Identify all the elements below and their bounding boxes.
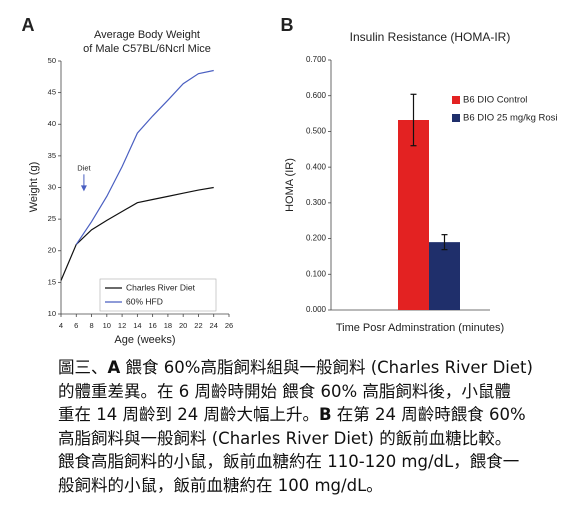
legend-label: B6 DIO Control [463,95,527,106]
x-tick-label: 26 [225,321,233,330]
y-tick-label: 0.100 [306,269,327,278]
series-line [75,69,214,245]
legend-label: B6 DIO 25 mg/kg Rosi [463,113,558,124]
y-tick-label: 30 [48,182,56,191]
x-tick-label: 14 [133,321,141,330]
legend-box [99,278,217,312]
x-tick-label: 12 [118,321,126,330]
legend-label: 60% HFD [126,296,163,306]
y-tick-label: 50 [48,56,56,65]
caption-line: 餵食高脂飼料的小鼠，飯前血糖約在 110-120 mg/dL，餵食一 [58,450,533,474]
annotation-arrowhead [80,185,87,192]
caption-text: A [107,358,121,377]
legend-swatch [452,96,460,104]
x-tick-label: 8 [89,321,93,330]
caption-text: 餵食高脂飼料的小鼠，飯前血糖約在 110-120 mg/dL，餵食一 [58,452,520,471]
x-axis-label: Age (weeks) [114,334,175,346]
caption-text: 的體重差異。在 6 周齡時開始 餵食 60% 高脂飼料後，小鼠體 [58,381,511,401]
y-axis-label: Weight (g) [28,162,40,213]
y-tick-label: 40 [48,119,56,128]
caption-line: 高脂飼料與一般飼料 (Charles River Diet) 的飯前血糖比較。 [58,427,533,451]
panel-label: A [22,15,35,35]
y-axis-label: HOMA (IR) [284,158,296,212]
caption-text: 般飼料的小鼠，飯前血糖約在 100 mg/dL。 [58,475,383,495]
x-axis-label: Time Posr Adminstration (minutes) [336,322,504,334]
x-tick-label: 20 [179,321,187,330]
caption-line: 圖三、A 餵食 60%高脂飼料組與一般飼料 (Charles River Die… [58,356,533,380]
chart-title: Insulin Resistance (HOMA-IR) [350,30,511,44]
y-tick-label: 0.300 [306,198,327,207]
bar [398,120,429,310]
error-bar [441,234,448,251]
caption-line: 重在 14 周齡到 24 周齡大幅上升。B 在第 24 周齡時餵食 60% [58,403,533,427]
y-tick-label: 0.600 [306,91,327,100]
caption-text: 圖三、 [58,358,108,377]
x-tick-label: 16 [148,321,156,330]
chart-title: of Male C57BL/6Ncrl Mice [83,43,211,55]
error-bar [410,93,417,147]
x-tick-label: 4 [59,321,63,330]
legend-label: Charles River Diet [126,282,196,292]
y-tick-label: 0.400 [306,162,327,171]
caption-line: 的體重差異。在 6 周齡時開始 餵食 60% 高脂飼料後，小鼠體 [58,380,533,404]
y-tick-label: 25 [48,214,56,223]
legend-swatch [452,114,460,122]
panel-label: B [281,15,294,35]
series-line [60,186,214,281]
y-tick-label: 15 [48,277,56,286]
y-tick-label: 0.500 [306,127,327,136]
caption-line: 般飼料的小鼠，飯前血糖約在 100 mg/dL。 [58,474,533,498]
caption: 圖三、A 餵食 60%高脂飼料組與一般飼料 (Charles River Die… [58,356,533,497]
x-tick-label: 18 [164,321,172,330]
y-tick-label: 0.700 [306,55,327,64]
caption-text: 餵食 60%高脂飼料組與一般飼料 (Charles River Diet) [120,358,533,377]
x-tick-label: 6 [74,321,78,330]
x-tick-label: 24 [210,321,218,330]
caption-text: B [318,405,332,424]
y-tick-label: 0.000 [306,305,327,314]
y-tick-label: 0.200 [306,234,327,243]
caption-text: 在第 24 周齡時餵食 60% [331,405,526,424]
caption-text: 重在 14 周齡到 24 周齡大幅上升。 [58,405,319,424]
chart-title: Average Body Weight [94,29,200,41]
annotation: Diet [77,163,91,172]
y-tick-label: 10 [48,309,56,318]
y-tick-label: 45 [48,88,56,97]
y-tick-label: 35 [48,151,56,160]
y-tick-label: 20 [48,246,56,255]
x-tick-label: 10 [103,321,111,330]
x-tick-label: 22 [194,321,202,330]
caption-text: 高脂飼料與一般飼料 (Charles River Diet) 的飯前血糖比較。 [58,428,512,448]
charts: A Average Body Weight of Male C57BL/6Ncrl … [22,15,558,346]
bar [429,242,460,310]
